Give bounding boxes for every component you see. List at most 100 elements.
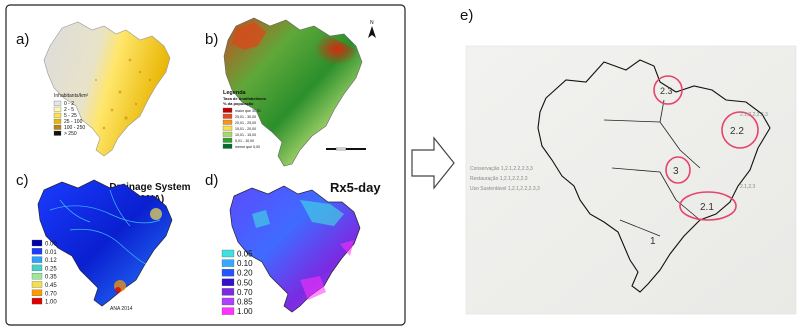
legend-d-swatch	[221, 249, 235, 258]
legend-c-swatch	[31, 273, 43, 280]
panel-d-title: Rx5-day	[330, 180, 381, 195]
legend-d-swatch	[221, 288, 235, 296]
legend-a-swatch	[53, 106, 62, 112]
legend-b-subtitle: Taxa de Analfabetismo	[223, 96, 267, 101]
legend-a-label: 25 - 100	[64, 119, 83, 125]
map-a-dots	[95, 58, 152, 130]
legend-c-swatch	[31, 289, 43, 296]
legend-d-label: 0.05	[237, 250, 253, 259]
legend-c-swatch	[31, 264, 43, 272]
legend-c-label: 0.25	[45, 266, 57, 272]
legend-b-label: 5,01 - 10,00	[235, 139, 254, 143]
legend-d-label: 0.50	[237, 278, 253, 287]
legend-c-label: 0.35	[45, 275, 57, 281]
legend-b-label: maior que 30,01	[235, 109, 261, 113]
svg-text:N: N	[370, 20, 374, 26]
legend-a-label: 0 - 2	[64, 101, 74, 107]
annotation-5: 2.1,2.3	[740, 184, 756, 190]
circle-label-3: 3	[673, 166, 679, 177]
annotation-2: Restauração 1,2.1,2.2,2.3	[470, 176, 528, 182]
legend-b-swatch	[222, 119, 233, 125]
circle-label-1: 1	[650, 236, 656, 247]
map-b-red-west	[232, 22, 266, 50]
legend-a-swatch	[53, 118, 62, 124]
panel-e: e) 2.3 2.2 3 2.1 1 Conservação 1,2.1,2.2…	[460, 7, 797, 315]
legend-c: 0.00 0.01 0.12 0.25 0.35 0.45 0.70 1.00	[31, 239, 57, 306]
legend-b-swatch	[222, 137, 233, 143]
panel-a-label: a)	[16, 31, 29, 48]
legend-b-swatch	[222, 107, 233, 113]
legend-d-label: 0.70	[237, 288, 253, 297]
legend-c-swatch	[31, 297, 43, 305]
legend-b-label: 20,01 - 25,00	[235, 121, 256, 125]
legend-d-swatch	[221, 278, 235, 286]
legend-b-label: 15,01 - 20,00	[235, 127, 256, 131]
legend-b: Legenda Taxa de Analfabetismo % da popul…	[222, 90, 267, 149]
circle-2-1	[679, 191, 737, 221]
annotation-4: 2.1,2.2,2.3,3	[740, 112, 768, 118]
legend-b-title: Legenda	[223, 90, 247, 96]
legend-c-label: 1.00	[45, 300, 57, 306]
legend-c-label: 0.45	[45, 283, 57, 289]
circle-2-3	[653, 75, 683, 105]
legend-b-swatch	[222, 131, 233, 137]
legend-d-swatch	[221, 307, 235, 315]
panel-c-label: c)	[16, 172, 29, 189]
legend-c-swatch	[31, 281, 43, 288]
legend-c-label: 0.01	[45, 250, 57, 256]
legend-a-swatch	[53, 100, 62, 106]
legend-a-swatch	[53, 124, 62, 130]
legend-a-label: > 250	[64, 131, 77, 137]
legend-b-label: 10,01 - 15,00	[235, 133, 256, 137]
panel-c-source: ANA 2014	[110, 306, 133, 312]
legend-c-swatch	[31, 248, 43, 255]
annotation-3: Uso Sustentável 1,2.1,2.2,2.3,3	[470, 186, 540, 192]
legend-b-subtitle2: % da população	[223, 101, 254, 106]
legend-a-swatch	[53, 130, 62, 136]
panel-c-title-1: Drainage System	[109, 182, 190, 193]
circle-2-2	[721, 111, 759, 149]
panel-e-label: e)	[460, 7, 473, 24]
scale-bar-b	[326, 147, 366, 151]
legend-d-swatch	[221, 259, 235, 267]
hand-drawn-paper	[465, 45, 797, 315]
circle-label-2-3: 2.3	[660, 86, 673, 96]
legend-c-swatch	[31, 256, 43, 263]
legend-a-swatch	[53, 112, 62, 118]
north-arrow-icon: N	[368, 20, 376, 38]
right-arrow-icon	[411, 136, 455, 190]
legend-b-swatch	[222, 143, 233, 149]
legend-d-swatch	[221, 297, 235, 306]
legend-d-label: 1.00	[237, 307, 253, 316]
legend-a-label: 5 - 25	[64, 113, 77, 119]
circle-3	[665, 156, 691, 184]
panel-d-label: d)	[205, 172, 218, 189]
legend-a-title: Inhabitants/km²	[54, 93, 89, 99]
circle-label-2-1: 2.1	[700, 202, 714, 213]
legend-b-swatch	[222, 125, 233, 131]
legend-b-swatch	[222, 113, 233, 119]
panel-b-label: b)	[205, 31, 218, 48]
hand-drawn-circles	[653, 75, 759, 221]
panel-c: c) Drainage System (ANA) 0.000.010.120.2…	[16, 172, 191, 312]
legend-d-label: 0.85	[237, 298, 253, 307]
legend-a-label: 100 - 250	[64, 125, 85, 131]
legend-c-label: 0.12	[45, 258, 57, 264]
map-d-cyan	[252, 200, 344, 228]
legend-d-label: 0.10	[237, 259, 253, 268]
legend-c-label: 0.70	[45, 291, 57, 297]
annotation-1: Conservação 1,2.1,2.2,2.3,3	[470, 166, 533, 172]
panel-d: d) Rx5-day 0.050.100.200.500.700.851.00	[205, 172, 381, 316]
panel-b: b) N Legenda Taxa de Analfabetismo % da …	[205, 17, 376, 167]
map-c-rivers	[49, 189, 161, 265]
legend-d: 0.050.100.200.500.700.851.00	[221, 249, 253, 316]
legend-c-label: 0.00	[45, 242, 57, 248]
legend-b-label: 25,01 - 30,00	[235, 115, 256, 119]
map-a	[43, 21, 171, 157]
legend-d-label: 0.20	[237, 269, 253, 278]
map-c	[37, 179, 173, 307]
legend-a-label: 2 - 5	[64, 107, 74, 113]
map-b-hotspot	[280, 30, 356, 84]
